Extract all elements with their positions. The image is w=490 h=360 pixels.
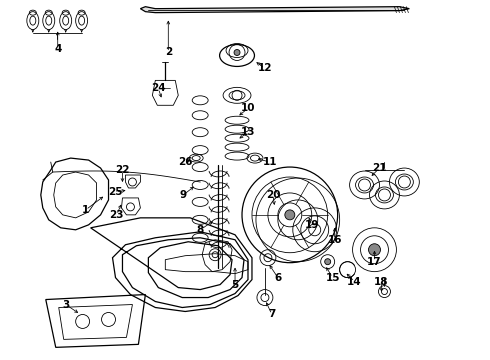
- Text: 21: 21: [372, 163, 387, 173]
- Text: 5: 5: [231, 280, 239, 289]
- Text: 18: 18: [374, 276, 389, 287]
- Text: 23: 23: [109, 210, 124, 220]
- Text: 13: 13: [241, 127, 255, 137]
- Text: 2: 2: [165, 48, 172, 58]
- Text: 9: 9: [180, 190, 187, 200]
- Text: 14: 14: [347, 276, 362, 287]
- Text: 24: 24: [151, 84, 166, 93]
- Text: 25: 25: [108, 187, 123, 197]
- Circle shape: [285, 210, 295, 220]
- Text: 26: 26: [178, 157, 193, 167]
- Circle shape: [325, 259, 331, 265]
- Text: 7: 7: [268, 310, 275, 319]
- Polygon shape: [141, 7, 409, 13]
- Text: 1: 1: [82, 205, 89, 215]
- Circle shape: [368, 244, 380, 256]
- Text: 11: 11: [263, 157, 277, 167]
- Text: 22: 22: [115, 165, 130, 175]
- Text: 19: 19: [305, 220, 319, 230]
- Text: 4: 4: [54, 44, 61, 54]
- Text: 10: 10: [241, 103, 255, 113]
- Text: 20: 20: [266, 190, 280, 200]
- Text: 6: 6: [274, 273, 281, 283]
- Circle shape: [234, 50, 240, 55]
- Text: 3: 3: [62, 300, 69, 310]
- Text: 15: 15: [325, 273, 340, 283]
- Text: 16: 16: [327, 235, 342, 245]
- Text: 17: 17: [367, 257, 382, 267]
- Text: 12: 12: [258, 63, 272, 73]
- Text: 8: 8: [196, 225, 204, 235]
